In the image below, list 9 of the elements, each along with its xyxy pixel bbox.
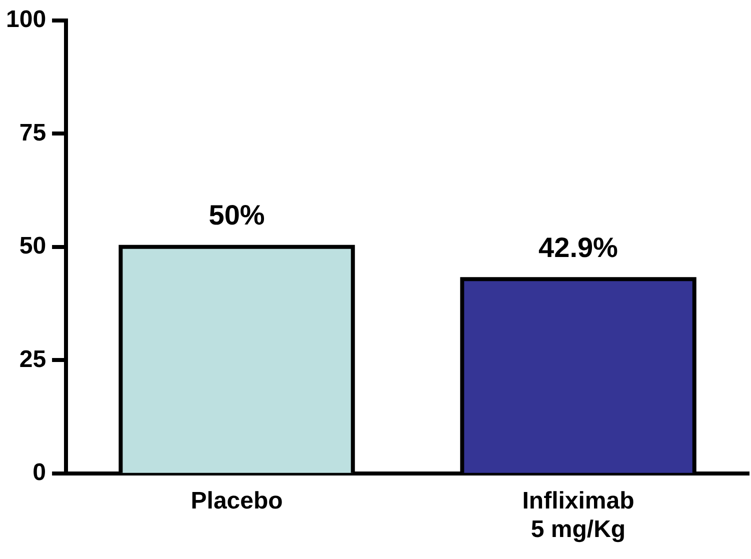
data-label: 42.9%	[538, 232, 618, 263]
x-tick-label: Infliximab 5 mg/Kg	[522, 487, 634, 544]
y-tick-label: 50	[19, 232, 46, 260]
y-tick-label: 25	[19, 346, 46, 373]
y-tick-label: 0	[32, 459, 46, 486]
y-tick-label: 75	[19, 119, 46, 146]
data-label: 50%	[208, 200, 265, 231]
y-tick-label: 100	[6, 6, 46, 34]
x-tick-label: Placebo	[190, 487, 283, 514]
